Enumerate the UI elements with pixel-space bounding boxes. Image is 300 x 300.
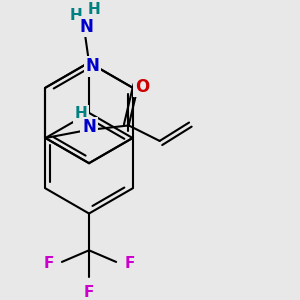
Text: N: N [79,18,93,36]
Text: H: H [75,106,88,121]
Text: H: H [88,2,100,17]
Text: N: N [86,57,100,75]
Text: O: O [135,78,149,96]
Text: F: F [124,256,135,272]
Text: H: H [70,8,83,22]
Text: F: F [43,256,54,272]
Text: N: N [82,118,96,136]
Text: F: F [84,285,94,300]
